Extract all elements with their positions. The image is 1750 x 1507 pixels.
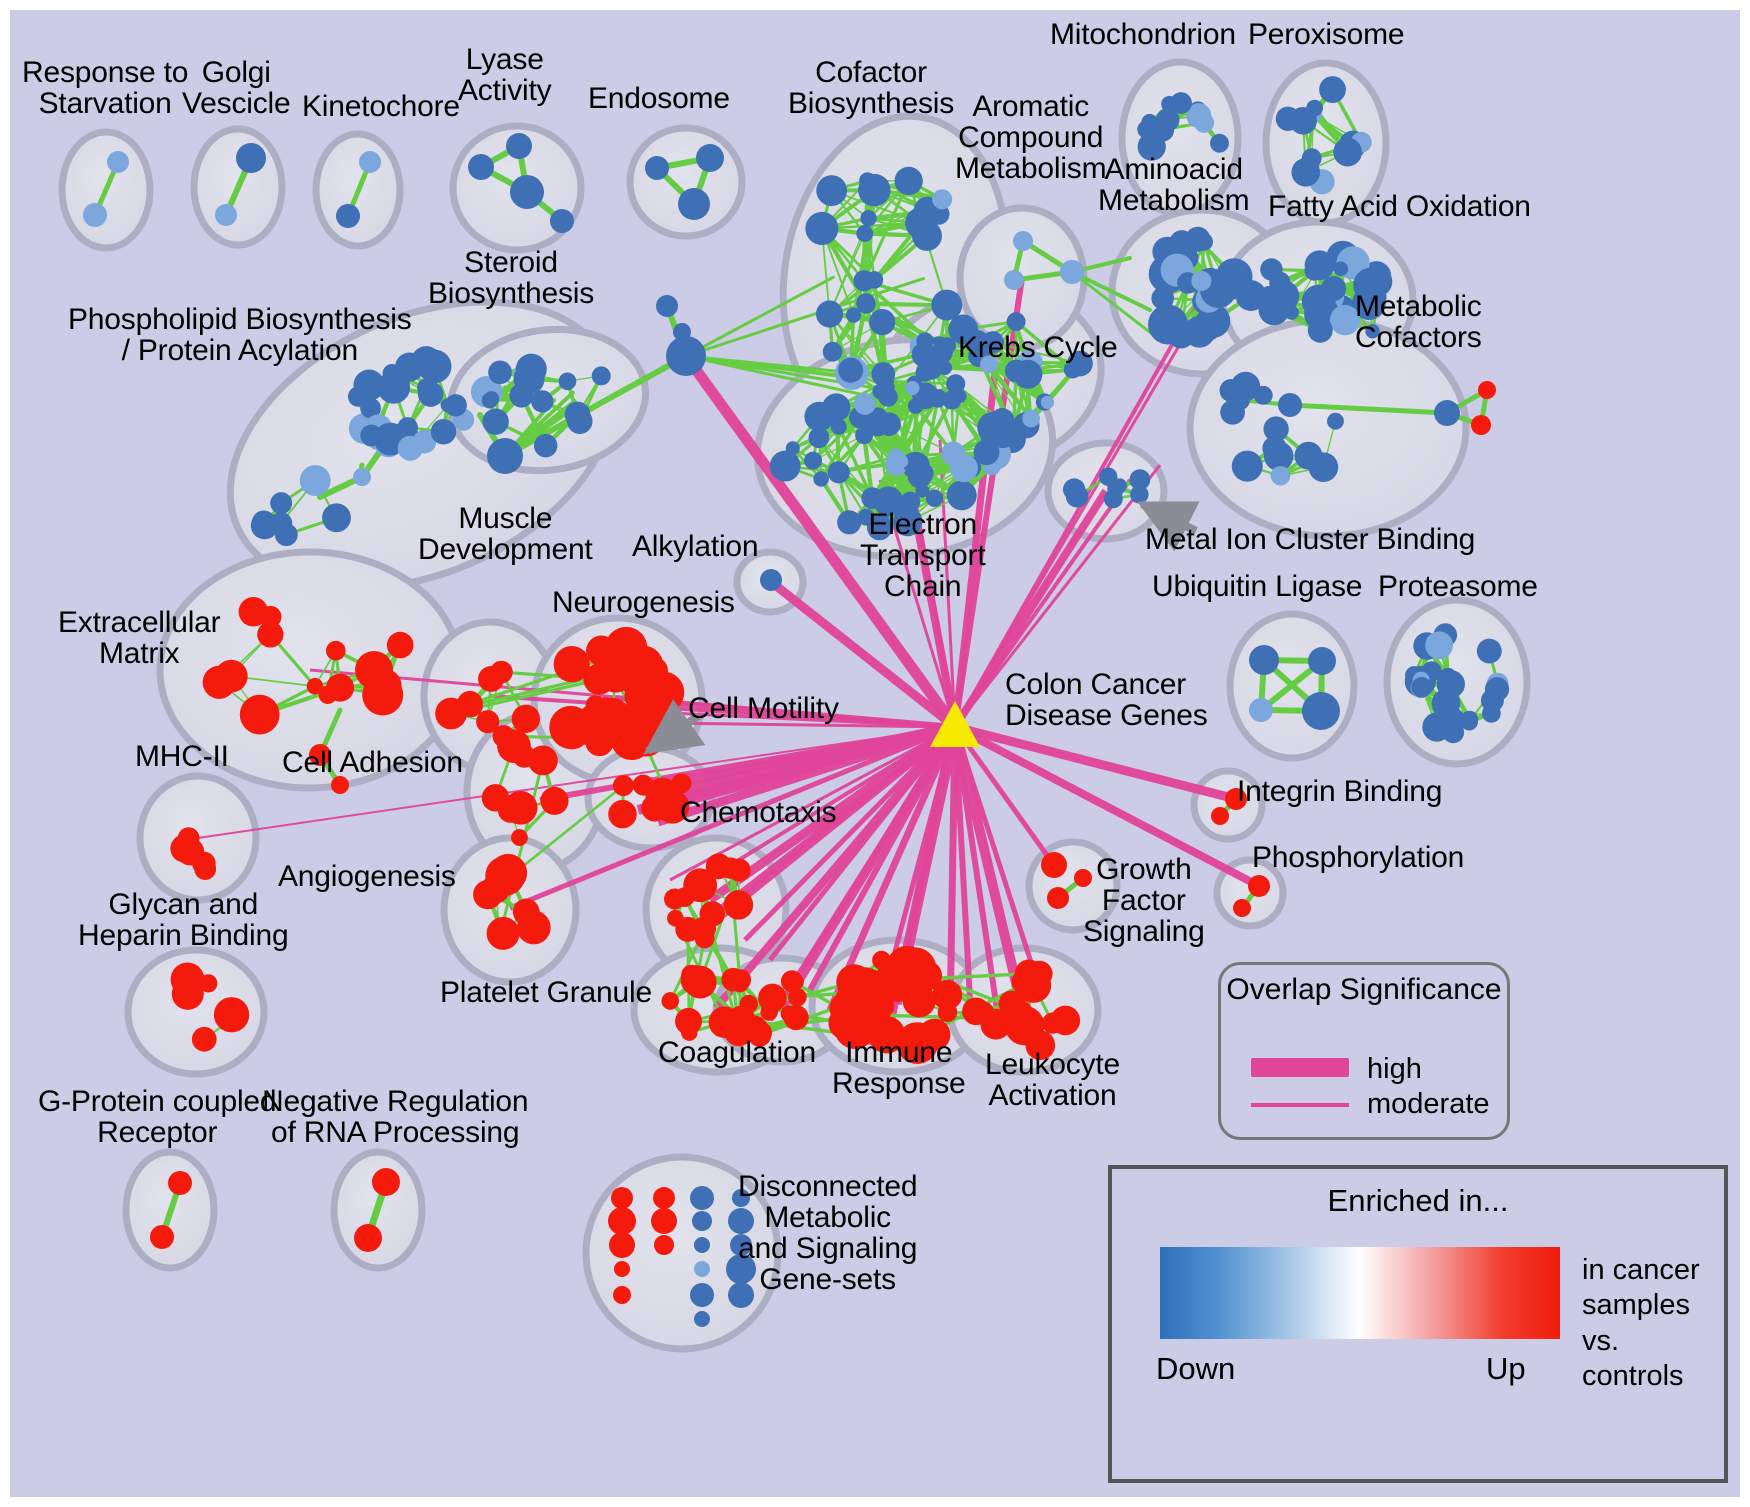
cluster-label-lyase-activity: Lyase Activity (458, 43, 552, 107)
cluster-label-mitochondrion: Mitochondrion (1050, 18, 1236, 51)
network-svg (58, 58, 1531, 1353)
cluster-label-phosphorylation: Phosphorylation (1252, 841, 1465, 874)
moderate-overlap-swatch (1251, 1103, 1349, 1107)
cluster-label-angiogenesis: Angiogenesis (278, 860, 456, 893)
cluster-label-neurogenesis: Neurogenesis (552, 586, 735, 619)
cluster-label-ubiquitin-ligase: Ubiquitin Ligase (1152, 570, 1363, 603)
cluster-label-proteasome: Proteasome (1378, 570, 1538, 603)
cluster-label-growth-factor-signaling: Growth Factor Signaling (1083, 853, 1205, 948)
enrichment-context-label: in cancer samples vs. controls (1582, 1254, 1700, 1393)
cluster-label-glycan-and-heparin-binding: Glycan and Heparin Binding (78, 888, 289, 952)
cluster-label-integrin-binding: Integrin Binding (1237, 775, 1443, 808)
cluster-label-electron-transport-chain: Electron Transport Chain (860, 508, 986, 603)
hub-edges (197, 277, 1261, 1046)
cluster-label-cell-adhesion: Cell Adhesion (282, 746, 463, 779)
enrichment-colorbar (1160, 1247, 1560, 1339)
enrichment-up-label: Up (1486, 1351, 1526, 1386)
high-overlap-label: high (1367, 1053, 1422, 1085)
cluster-label-fatty-acid-oxidation: Fatty Acid Oxidation (1268, 190, 1531, 223)
cluster-label-mhc-ii: MHC-II (135, 740, 229, 773)
enrichment-legend: Enriched in... Down Up in cancer samples… (1108, 1165, 1728, 1483)
cluster-label-coagulation: Coagulation (658, 1036, 816, 1069)
cluster-label-metal-ion-cluster-binding: Metal Ion Cluster Binding (1145, 523, 1476, 556)
cluster-label-negative-regulation-of-rna-processing: Negative Regulation of RNA Processing (262, 1085, 529, 1149)
cluster-label-endosome: Endosome (588, 82, 730, 115)
hub-label: Colon Cancer Disease Genes (1005, 668, 1208, 732)
cluster-label-krebs-cycle: Krebs Cycle (958, 331, 1118, 364)
enrichment-legend-title: Enriched in... (1327, 1183, 1509, 1218)
hub-node[interactable] (930, 701, 980, 747)
cluster-label-chemotaxis: Chemotaxis (680, 796, 837, 829)
cluster-label-cofactor-biosynthesis: Cofactor Biosynthesis (788, 56, 955, 120)
cluster-label-aromatic-compound-metabolism: Aromatic Compound Metabolism (955, 90, 1107, 185)
moderate-overlap-label: moderate (1367, 1088, 1490, 1120)
annotation-arrows (643, 500, 1200, 755)
high-overlap-swatch (1251, 1058, 1349, 1077)
gene-set-nodes (83, 76, 1510, 1327)
cluster-label-platelet-granule: Platelet Granule (440, 976, 652, 1009)
overlap-significance-legend: Overlap Significance high moderate (1218, 962, 1510, 1140)
cluster-label-immune-response: Immune Response (832, 1036, 966, 1100)
cluster-label-cell-motility: Cell Motility (688, 692, 839, 725)
cluster-label-phospholipid-biosynthesis-protein-acylation: Phospholipid Biosynthesis / Protein Acyl… (68, 303, 412, 367)
cluster-label-kinetochore: Kinetochore (302, 90, 460, 123)
network-canvas: Response to Starvation Golgi Vescicle Kine… (10, 10, 1740, 1497)
cluster-label-disconnected-metabolic-and-signaling-gene-sets: Disconnected Metabolic and Signaling Gen… (738, 1170, 918, 1296)
cluster-label-extracellular-matrix: Extracellular Matrix (58, 606, 221, 670)
cluster-label-golgi-vescicle: Golgi Vescicle (182, 56, 291, 120)
cluster-label-aminoacid-metabolism: Aminoacid Metabolism (1098, 153, 1250, 217)
cluster-label-g-protein-coupled-receptor: G-Protein coupled Receptor (38, 1085, 277, 1149)
cluster-label-leukocyte-activation: Leukocyte Activation (985, 1048, 1120, 1112)
enrichment-down-label: Down (1156, 1351, 1236, 1386)
cluster-label-metabolic-cofactors: Metabolic Cofactors (1355, 290, 1482, 354)
cluster-label-alkylation: Alkylation (632, 530, 759, 563)
cluster-label-response-to-starvation: Response to Starvation (22, 56, 189, 120)
overlap-legend-title: Overlap Significance (1226, 973, 1502, 1006)
cluster-label-peroxisome: Peroxisome (1248, 18, 1405, 51)
cluster-label-steroid-biosynthesis: Steroid Biosynthesis (428, 246, 595, 310)
cluster-label-muscle-development: Muscle Development (418, 502, 593, 566)
